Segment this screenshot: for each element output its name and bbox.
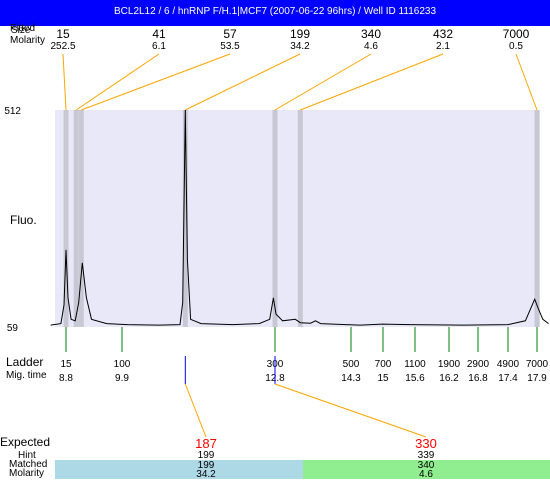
- hint-value: 199: [198, 450, 215, 461]
- peak-connector: [62, 53, 67, 111]
- peak-connector: [300, 53, 444, 111]
- ladder-time-label: 8.8: [59, 373, 73, 384]
- mig-time-label: Mig. time: [6, 370, 47, 381]
- expected-value: 330: [415, 436, 437, 451]
- expected-connector: [184, 383, 207, 438]
- y-tick-label-bottom: 59: [7, 323, 19, 334]
- molarity-value: 34.2: [290, 41, 310, 52]
- ladder-size-label: 2900: [467, 359, 490, 370]
- expected-connector: [274, 383, 427, 438]
- ladder-time-label: 15: [377, 373, 389, 384]
- matched-molarity-value: 34.2: [196, 469, 216, 480]
- chart-title: BCL2L12 / 6 / hnRNP F/H.1|MCF7 (2007-06-…: [113, 6, 437, 17]
- matched-bar: [303, 460, 550, 479]
- plot-area: [55, 110, 540, 327]
- fitted-size-value: 7000: [503, 27, 530, 41]
- molarity-value: 6.1: [152, 41, 166, 52]
- expected-label: Expected: [0, 435, 51, 449]
- ladder-size-label: 500: [343, 359, 360, 370]
- fluo-axis-label: Fluo.: [10, 213, 37, 227]
- fitted-size-value: 340: [361, 27, 381, 41]
- peak-band: [73, 110, 79, 327]
- ladder-time-label: 16.8: [468, 373, 488, 384]
- ladder-size-label: 700: [375, 359, 392, 370]
- size-label: Size: [11, 25, 31, 36]
- title-bar: BCL2L12 / 6 / hnRNP F/H.1|MCF7 (2007-06-…: [0, 0, 550, 26]
- peak-connector: [81, 53, 231, 111]
- ladder-time-label: 14.3: [341, 373, 361, 384]
- ladder-size-label: 1900: [438, 359, 461, 370]
- matched-value: 199: [198, 460, 215, 471]
- fitted-size-value: 57: [223, 27, 237, 41]
- ladder-time-label: 16.2: [439, 373, 459, 384]
- ladder-label: Ladder: [6, 355, 44, 369]
- y-tick-label-top: 512: [4, 106, 21, 117]
- molarity-label: Molarity: [10, 35, 46, 46]
- matched-value: 340: [418, 460, 435, 471]
- fitted-size-value: 199: [290, 27, 310, 41]
- fitted-size-value: 41: [152, 27, 166, 41]
- fluorescence-trace: [50, 109, 549, 326]
- molarity-value: 2.1: [436, 41, 450, 52]
- molarity-value: 53.5: [220, 41, 240, 52]
- molarity-value: 4.6: [364, 41, 378, 52]
- peak-connector: [515, 53, 538, 111]
- ladder-size-label: 4900: [497, 359, 520, 370]
- matched-label: Matched: [9, 459, 48, 470]
- peak-connector: [274, 53, 372, 111]
- ladder-size-label: 100: [114, 359, 131, 370]
- expected-value: 187: [195, 436, 217, 451]
- matched-molarity-label: Molarity: [9, 468, 45, 479]
- peak-band: [534, 110, 540, 327]
- ladder-size-label: 7000: [526, 359, 549, 370]
- ladder-size-label: 15: [60, 359, 72, 370]
- molarity-value: 0.5: [509, 41, 523, 52]
- fitted-size-value: 15: [56, 27, 70, 41]
- peak-band: [182, 110, 188, 327]
- peak-band: [272, 110, 278, 327]
- fitted-size-value: 432: [433, 27, 453, 41]
- ladder-time-label: 17.9: [527, 373, 547, 384]
- matched-bar: [55, 460, 303, 479]
- peak-band: [297, 110, 303, 327]
- ladder-size-label: 1100: [404, 359, 426, 370]
- peak-connector: [185, 53, 301, 111]
- peak-connector: [75, 53, 160, 111]
- hint-label: Hint: [18, 450, 36, 461]
- peak-band: [63, 110, 69, 327]
- matched-molarity-value: 4.6: [419, 469, 433, 480]
- peak-band: [78, 110, 84, 327]
- ladder-time-label: 15.6: [405, 373, 425, 384]
- fitted-label: Fitted: [10, 23, 36, 34]
- molarity-value: 252.5: [50, 41, 75, 52]
- hint-value: 339: [418, 450, 435, 461]
- ladder-time-label: 9.9: [115, 373, 129, 384]
- ladder-time-label: 17.4: [498, 373, 518, 384]
